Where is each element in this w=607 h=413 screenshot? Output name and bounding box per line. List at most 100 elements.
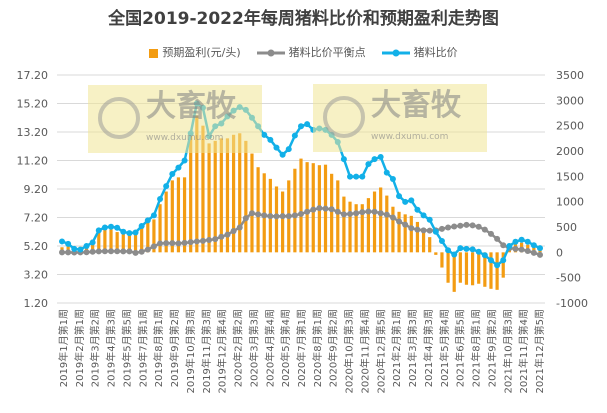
ratio-point [169,171,176,178]
profit-bar [195,115,199,253]
breakeven-point [193,238,200,245]
profit-bar [127,235,132,253]
x-tick-label: 2019年11月第3周 [200,309,213,394]
breakeven-point [291,212,298,219]
ratio-point [95,227,102,234]
watermark-1: 大畜牧 www.dxumu.com [88,85,262,153]
breakeven-point [83,249,90,256]
breakeven-point [377,210,384,217]
profit-bar [250,153,254,253]
profit-bar [121,234,125,253]
breakeven-point [371,208,378,215]
breakeven-point [347,210,354,217]
x-tick-label: 2020年4月第4周 [263,309,276,387]
profit-bar [97,230,101,253]
profit-bar [109,229,113,253]
ratio-point [432,228,439,235]
right-tick-label: 0 [556,246,563,259]
breakeven-point [273,213,280,220]
ratio-point [420,212,427,219]
x-tick-label: 2019年8月第1周 [152,309,165,387]
legend-item-breakeven: 猪料比价平衡点 [256,46,366,60]
x-tick-label: 2021年12月第5周 [533,309,546,394]
breakeven-point [463,221,470,228]
ratio-point [340,156,347,163]
breakeven-point [120,248,127,255]
profit-bar [274,186,279,253]
breakeven-point [218,233,225,240]
breakeven-point [475,223,482,230]
left-tick-label: 7.20 [24,212,49,225]
right-tick-label: 2500 [556,120,584,133]
profit-bar [532,247,536,253]
ratio-point [396,193,403,200]
ratio-point [163,183,170,190]
profit-bar [207,143,211,253]
ratio-point [377,153,384,160]
breakeven-point [512,245,519,252]
x-tick-label: 2021年3月第3周 [406,309,419,387]
watermark-url: www.dxumu.com [371,132,449,142]
profit-bar [342,196,346,253]
ratio-point [120,228,127,235]
x-tick-label: 2020年2月第2周 [232,309,245,387]
profit-bar [281,191,285,253]
profit-bar [91,239,95,253]
ratio-point [359,173,366,180]
x-tick-label: 2019年3月第2周 [89,309,102,387]
ratio-point [426,216,433,223]
profit-bar [231,134,236,253]
breakeven-point [242,215,249,222]
x-tick-label: 2019年7月第1周 [136,309,149,387]
ratio-point [524,238,531,245]
breakeven-point [310,206,317,213]
right-tick-label: 3500 [556,69,584,82]
profit-bar [501,252,505,278]
ratio-point [475,248,482,255]
breakeven-point [144,246,151,253]
breakeven-point [524,247,531,254]
breakeven-point [518,246,525,253]
ratio-point [402,198,409,205]
right-tick-label: -500 [556,272,581,285]
breakeven-point [487,230,494,237]
breakeven-point [304,208,311,215]
ratio-point [132,229,139,236]
x-tick-label: 2020年11月第4周 [358,309,371,394]
x-tick-label: 2019年12月第4周 [216,309,229,394]
profit-bar [489,252,493,289]
watermark-2: 大畜牧 www.dxumu.com [313,84,487,152]
ratio-point [279,151,286,158]
breakeven-point [438,225,445,232]
x-tick-label: 2019年2月第1周 [73,309,86,387]
profit-bar [495,252,499,290]
profit-bar [244,140,248,253]
breakeven-point [457,222,464,229]
ratio-point [77,246,84,253]
ratio-point [408,197,415,204]
ratio-point [347,173,354,180]
profit-bar [452,252,456,292]
breakeven-point [340,211,347,218]
profit-bar [348,201,352,253]
breakeven-point [157,240,164,247]
breakeven-point [396,218,403,225]
breakeven-point [530,249,537,256]
breakeven-point [408,225,415,232]
watermark-logo-icon [98,97,140,139]
ratio-point [291,132,298,139]
breakeven-point [279,213,286,220]
legend-label: 猪料比价平衡点 [288,46,366,59]
breakeven-point [187,239,194,246]
x-tick-label: 2020年12月第5周 [374,309,387,394]
breakeven-point [181,239,188,246]
left-tick-label: 3.20 [24,269,49,282]
ratio-point [138,223,145,230]
x-tick-label: 2021年4月第3周 [422,309,435,387]
watermark-brand: 大畜牧 [146,89,236,124]
profit-bar [225,138,230,253]
chart-title: 全国2019-2022年每周猪料比价和预期盈利走势图 [108,9,499,29]
ratio-point [126,230,133,237]
profit-bar [354,204,358,253]
